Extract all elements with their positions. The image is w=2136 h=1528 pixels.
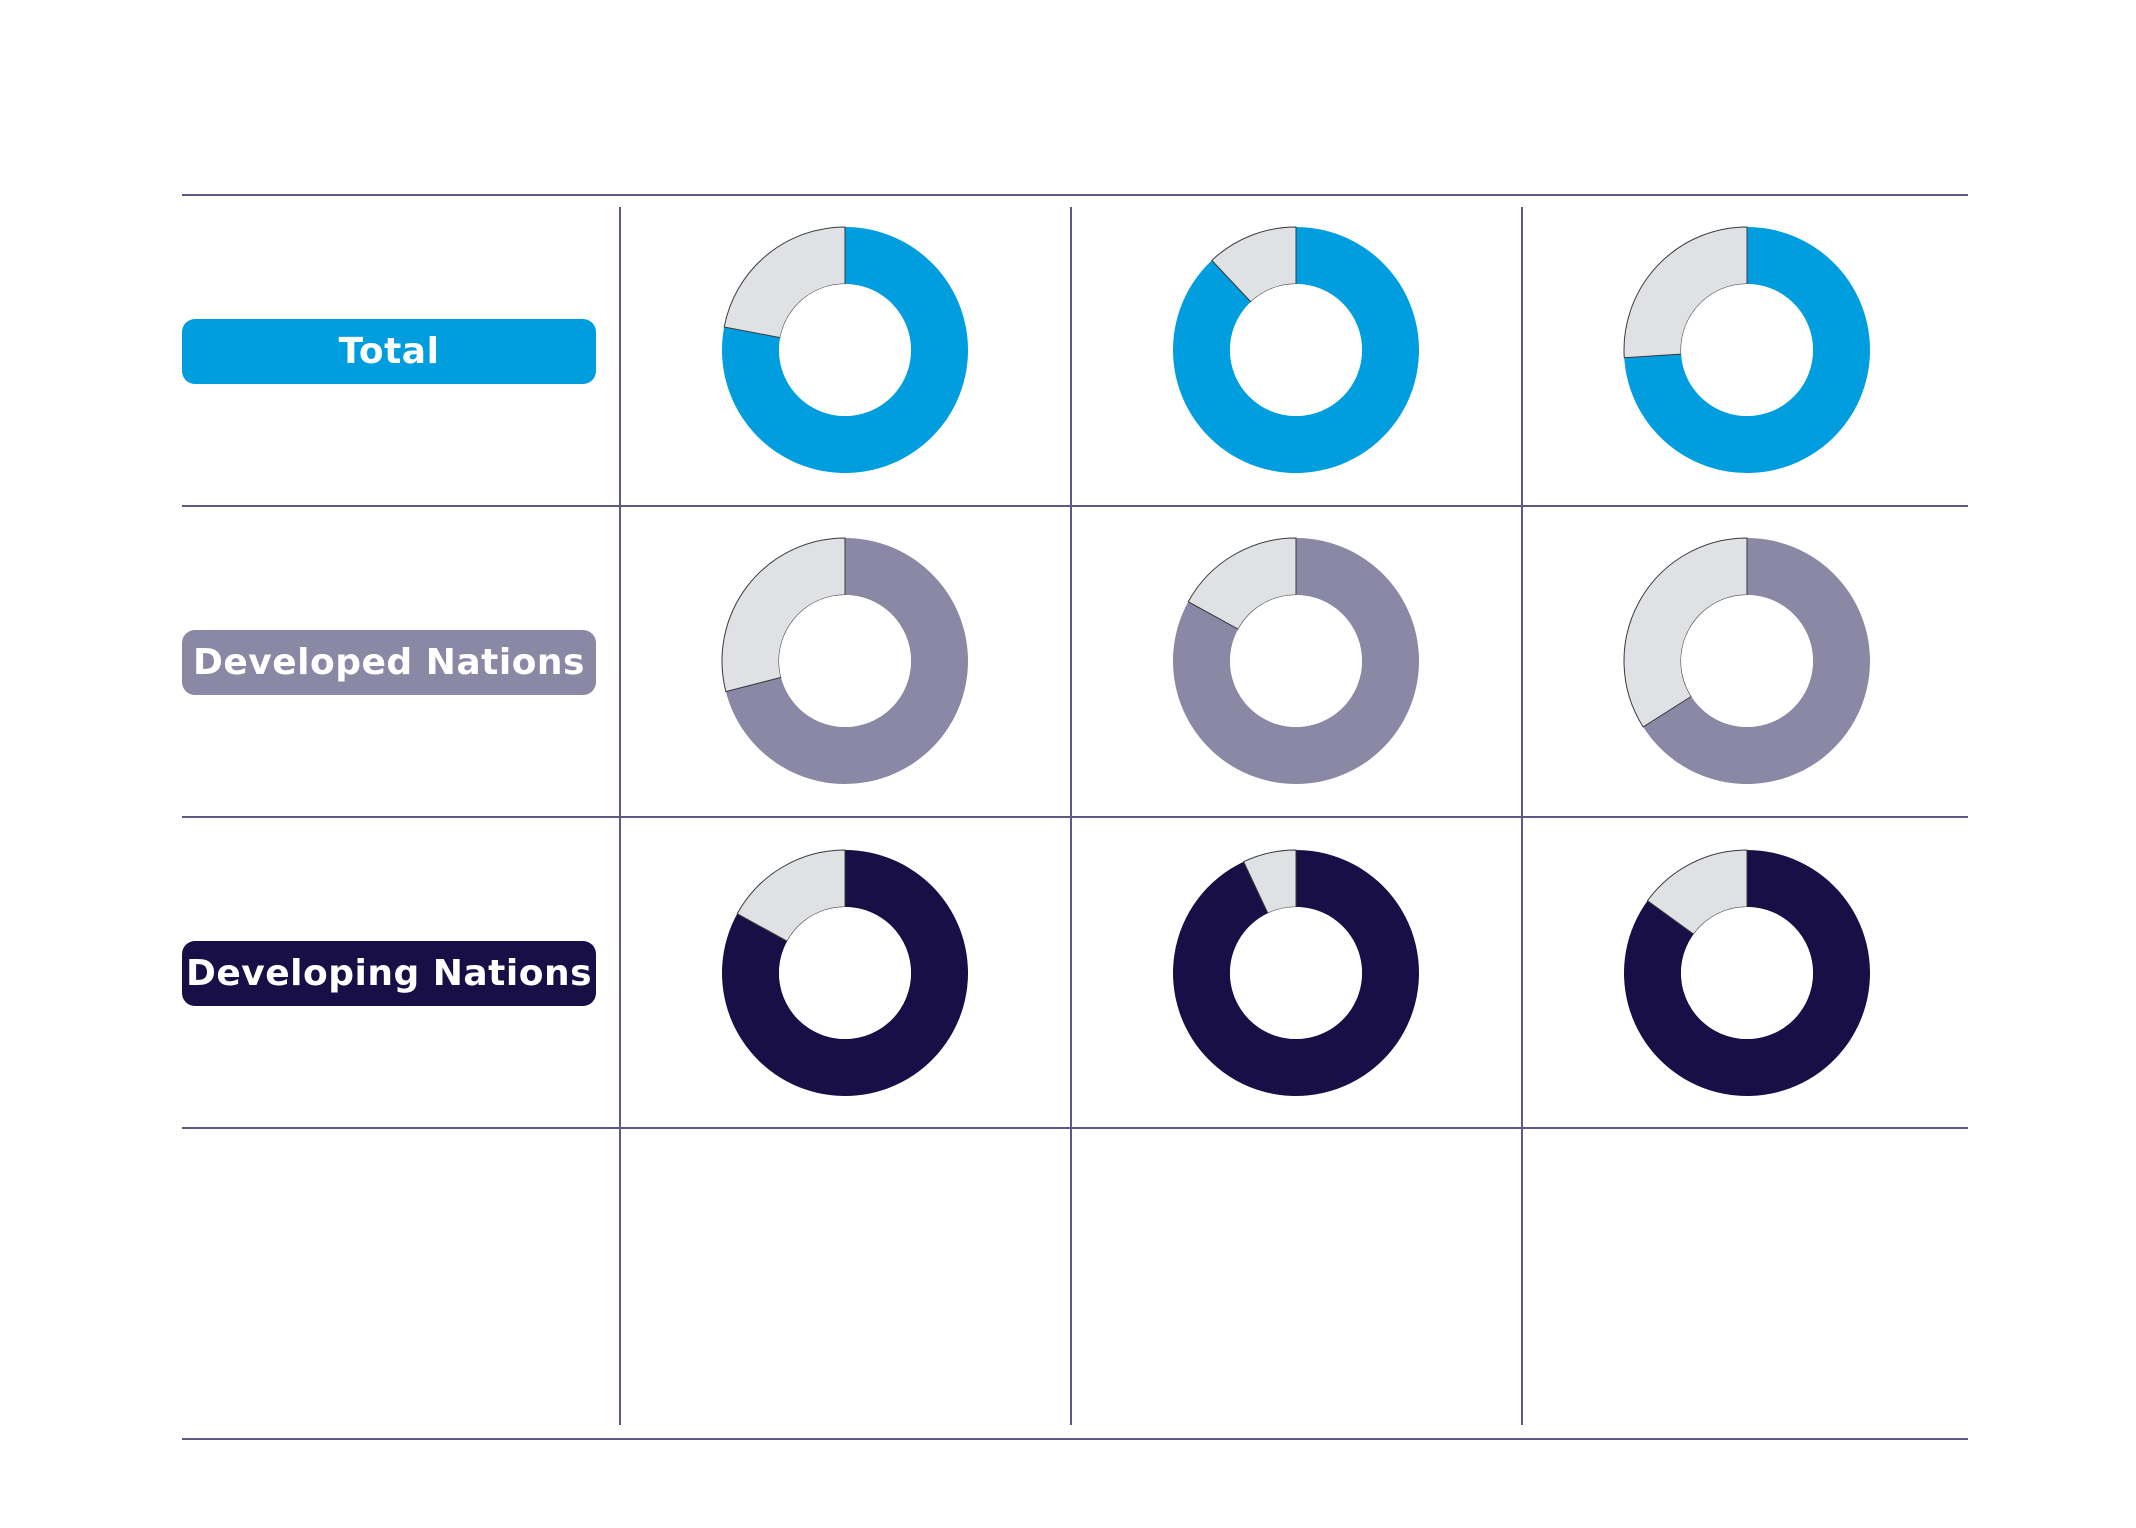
donut-hole: [1230, 595, 1362, 727]
donut-hole: [1681, 907, 1813, 1039]
grid-line-top: [182, 194, 1968, 196]
grid-line-row-2: [182, 816, 1968, 818]
donut-hole: [779, 284, 911, 416]
donut-hole: [1230, 284, 1362, 416]
donut-value-slice: [725, 538, 968, 784]
donut-value-slice: [1172, 227, 1419, 473]
donut-chart: [1623, 226, 1870, 473]
donut-value-slice: [1173, 850, 1420, 1097]
donut-chart: [1172, 226, 1419, 473]
grid-line-row-3: [182, 1127, 1968, 1129]
donut-value-slice: [721, 227, 968, 473]
row-label-developed-nations: Developed Nations: [182, 630, 596, 695]
grid-line-col-3: [1521, 207, 1523, 1425]
row-label-total: Total: [182, 319, 596, 384]
donut-hole: [779, 907, 911, 1039]
grid-line-bottom: [182, 1438, 1968, 1440]
donut-value-slice: [722, 850, 969, 1096]
donut-hole: [1681, 284, 1813, 416]
donut-chart: [721, 537, 968, 784]
grid-line-col-1: [619, 207, 621, 1425]
grid-line-col-2: [1070, 207, 1072, 1425]
donut-chart: [722, 849, 969, 1096]
donut-chart: [1172, 537, 1419, 784]
donut-hole: [779, 595, 911, 727]
donut-chart: [1624, 849, 1870, 1096]
donut-chart: [721, 226, 968, 473]
donut-value-slice: [1643, 538, 1870, 784]
donut-hole: [1230, 907, 1362, 1039]
grid-line-row-1: [182, 505, 1968, 507]
row-label-developing-nations: Developing Nations: [182, 941, 596, 1006]
donut-value-slice: [1624, 849, 1870, 1096]
donut-value-slice: [1172, 538, 1419, 784]
donut-hole: [1681, 595, 1813, 727]
donut-value-slice: [1624, 227, 1870, 473]
donut-chart: [1173, 849, 1420, 1097]
donut-chart: [1623, 537, 1870, 784]
